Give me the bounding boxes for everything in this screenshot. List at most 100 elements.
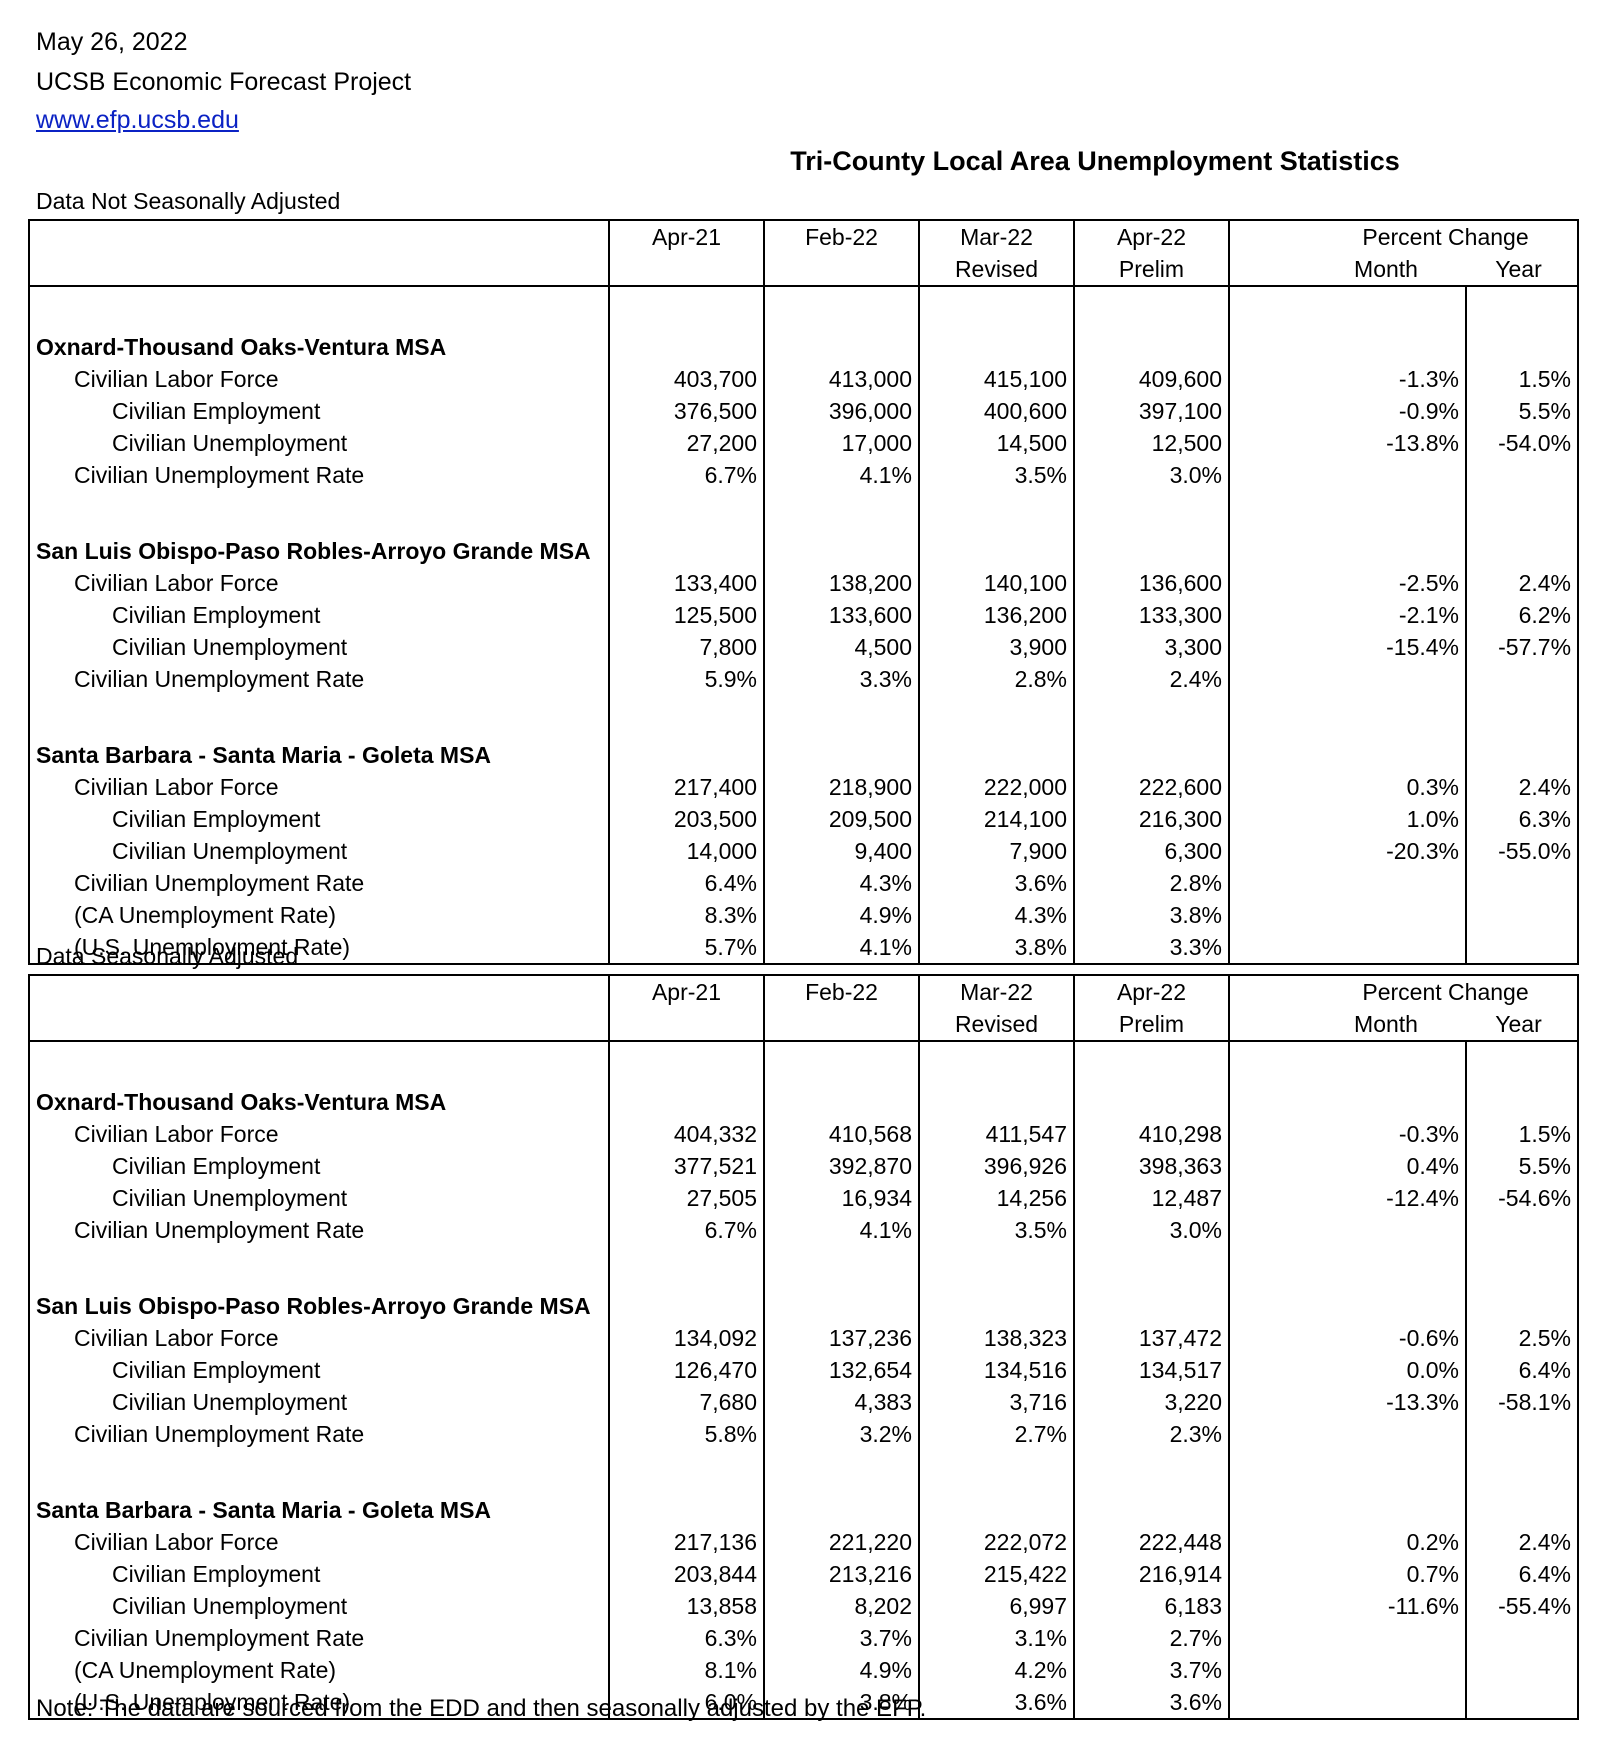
value-cell: 4.1% (763, 1214, 919, 1246)
value-cell: 2.7% (918, 1418, 1074, 1450)
spacer-cell (763, 1041, 919, 1086)
col-subheader-empty (763, 253, 919, 287)
spacer-row (29, 695, 1579, 739)
empty-cell (763, 1494, 919, 1526)
year-change-cell: 1.5% (1464, 1118, 1579, 1150)
value-cell: 3.6% (918, 867, 1074, 899)
row-label: (CA Unemployment Rate) (74, 902, 337, 928)
value-cell: 14,000 (608, 835, 764, 867)
col-header-mar22: Mar-22 (918, 975, 1074, 1008)
value-cell: 410,298 (1073, 1118, 1229, 1150)
col-subheader-prelim: Prelim (1073, 253, 1229, 287)
month-change-cell: -1.3% (1228, 363, 1466, 395)
table-row: Civilian Labor Force 133,400 138,200 140,10… (29, 567, 1579, 599)
value-cell: 137,472 (1073, 1322, 1229, 1354)
row-label: Civilian Labor Force (74, 1325, 279, 1351)
empty-cell (918, 739, 1074, 771)
value-cell: 4.9% (763, 899, 919, 931)
year-change-cell (1464, 663, 1579, 695)
spacer-cell (608, 1450, 764, 1494)
row-label: Civilian Unemployment (112, 1185, 348, 1211)
value-cell: 126,470 (608, 1354, 764, 1386)
group-row: San Luis Obispo-Paso Robles-Arroyo Grand… (29, 535, 1579, 567)
spacer-row (29, 286, 1579, 331)
table-seasonally-adjusted: Apr-21 Feb-22 Mar-22 Apr-22 Percent Change Re… (28, 974, 1580, 1720)
empty-cell (918, 1290, 1074, 1322)
year-change-cell (1464, 1214, 1579, 1246)
report-date: May 26, 2022 (36, 28, 188, 56)
value-cell: 222,000 (918, 771, 1074, 803)
table-row: (CA Unemployment Rate) 8.3% 4.9% 4.3% 3.8% (29, 899, 1579, 931)
header-empty (29, 220, 609, 253)
group-row: Oxnard-Thousand Oaks-Ventura MSA (29, 1086, 1579, 1118)
table-row: Civilian Employment 203,500 209,500 214,100… (29, 803, 1579, 835)
month-change-cell: 0.7% (1228, 1558, 1466, 1590)
value-cell: 392,870 (763, 1150, 919, 1182)
value-cell: 3,716 (918, 1386, 1074, 1418)
spacer-cell (763, 491, 919, 535)
value-cell: 400,600 (918, 395, 1074, 427)
value-cell: 3.7% (1073, 1654, 1229, 1686)
value-cell: 3.6% (1073, 1686, 1229, 1719)
empty-cell (918, 535, 1074, 567)
table-row: (CA Unemployment Rate) 8.1% 4.9% 4.2% 3.7% (29, 1654, 1579, 1686)
value-cell: 409,600 (1073, 363, 1229, 395)
value-cell: 136,600 (1073, 567, 1229, 599)
empty-cell (1464, 1086, 1579, 1118)
empty-cell (763, 331, 919, 363)
empty-cell (763, 1086, 919, 1118)
value-cell: 3.5% (918, 1214, 1074, 1246)
region-name: San Luis Obispo-Paso Robles-Arroyo Grand… (36, 1293, 591, 1319)
value-cell: 216,914 (1073, 1558, 1229, 1590)
website-link[interactable]: www.efp.ucsb.edu (36, 106, 239, 134)
section-label-sa: Data Seasonally Adjusted (36, 943, 299, 969)
value-cell: 3.6% (918, 1686, 1074, 1719)
empty-cell (1464, 1290, 1579, 1322)
group-row: Oxnard-Thousand Oaks-Ventura MSA (29, 331, 1579, 363)
value-cell: 3.1% (918, 1622, 1074, 1654)
value-cell: 4.3% (918, 899, 1074, 931)
year-change-cell: -55.4% (1464, 1590, 1579, 1622)
spacer-cell (608, 1041, 764, 1086)
month-change-cell: -11.6% (1228, 1590, 1466, 1622)
col-subheader-year: Year (1466, 1008, 1579, 1042)
spacer-cell (1464, 491, 1579, 535)
row-label: Civilian Unemployment (112, 1593, 348, 1619)
value-cell: 410,568 (763, 1118, 919, 1150)
spacer-cell (1073, 695, 1229, 739)
value-cell: 397,100 (1073, 395, 1229, 427)
spacer-cell (918, 1246, 1074, 1290)
value-cell: 222,448 (1073, 1526, 1229, 1558)
empty-cell (1464, 535, 1579, 567)
empty-cell (608, 331, 764, 363)
year-change-cell: 6.4% (1464, 1354, 1579, 1386)
col-header-feb22: Feb-22 (763, 975, 919, 1008)
value-cell: 3.3% (1073, 931, 1229, 964)
empty-cell (1464, 739, 1579, 771)
year-change-cell: -55.0% (1464, 835, 1579, 867)
empty-cell (1228, 331, 1466, 363)
table-row: Civilian Unemployment Rate 6.4% 4.3% 3.6% 2.… (29, 867, 1579, 899)
value-cell: 133,600 (763, 599, 919, 631)
empty-cell (918, 331, 1074, 363)
region-name: Santa Barbara - Santa Maria - Goleta MSA (36, 1497, 492, 1523)
year-change-cell: 6.2% (1464, 599, 1579, 631)
col-header-percent-change: Percent Change (1227, 220, 1579, 253)
spacer-row (29, 1450, 1579, 1494)
value-cell: 3.8% (918, 931, 1074, 964)
table-row: Civilian Unemployment 27,505 16,934 14,256 1… (29, 1182, 1579, 1214)
month-change-cell: -20.3% (1228, 835, 1466, 867)
year-change-cell: 2.4% (1464, 771, 1579, 803)
year-change-cell: 2.4% (1464, 567, 1579, 599)
value-cell: 221,220 (763, 1526, 919, 1558)
empty-cell (763, 535, 919, 567)
region-name: Oxnard-Thousand Oaks-Ventura MSA (36, 334, 447, 360)
table-row: Civilian Unemployment 14,000 9,400 7,900 6,3… (29, 835, 1579, 867)
table-row: Civilian Labor Force 217,400 218,900 222,00… (29, 771, 1579, 803)
year-change-cell: 5.5% (1464, 395, 1579, 427)
value-cell: 27,505 (608, 1182, 764, 1214)
value-cell: 125,500 (608, 599, 764, 631)
spacer-cell (1228, 491, 1466, 535)
value-cell: 8.1% (608, 1654, 764, 1686)
col-subheader-empty (608, 253, 764, 287)
